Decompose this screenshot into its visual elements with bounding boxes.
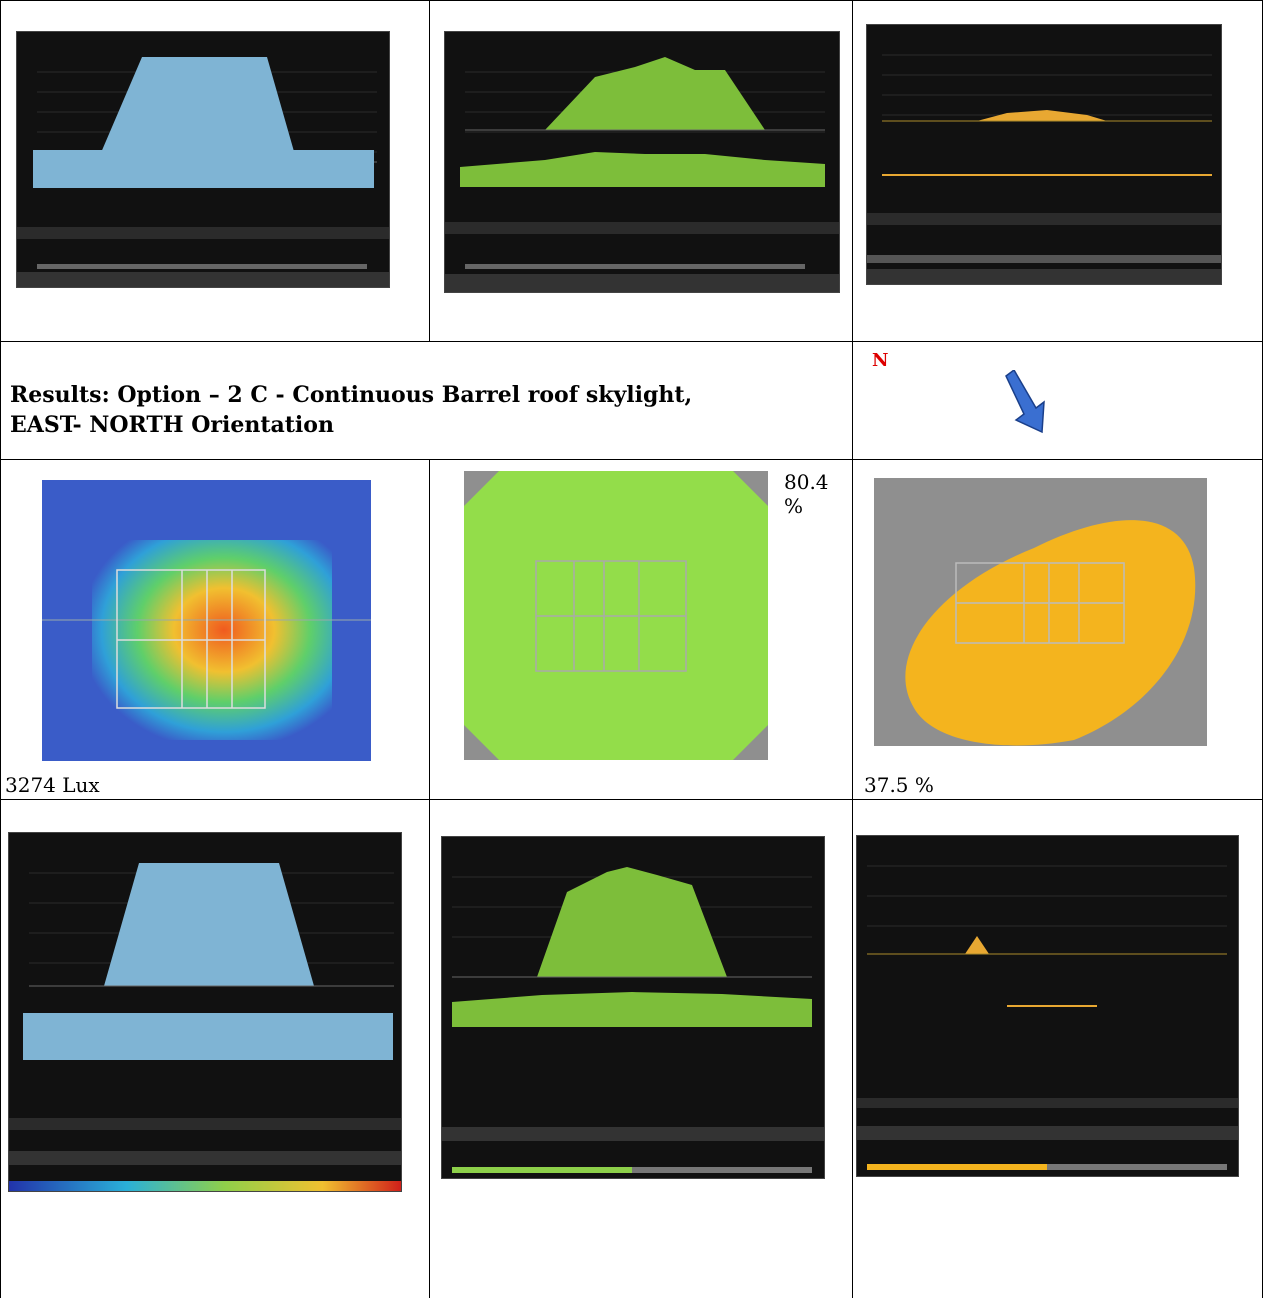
illuminance-value: 3274 Lux — [5, 773, 100, 797]
orange-chart-panel-bottom — [856, 835, 1239, 1177]
useful-daylight-map — [874, 478, 1207, 746]
table-border-top — [0, 0, 1263, 1]
useful-daylight-value: 37.5 % — [864, 773, 934, 797]
illuminance-heatmap — [42, 480, 371, 761]
title-line-2: EAST- NORTH Orientation — [10, 412, 334, 438]
col-divider-1b — [429, 459, 430, 1298]
north-label: N — [872, 350, 889, 371]
blue-chart-panel-bottom — [8, 832, 402, 1192]
row-divider-1 — [0, 341, 1263, 342]
green-chart-panel-top — [444, 31, 840, 293]
row-divider-3 — [0, 799, 1263, 800]
table-border-left — [0, 0, 1, 1298]
row-divider-2 — [0, 459, 1263, 460]
col-divider-2 — [852, 0, 853, 1298]
blue-chart-panel-top — [16, 31, 390, 288]
daylight-autonomy-map — [464, 471, 768, 760]
col-divider-1a — [429, 0, 430, 341]
north-arrow-icon — [1005, 370, 1045, 434]
daylight-autonomy-value: 80.4 % — [784, 470, 829, 518]
title-line-1: Results: Option – 2 C - Continuous Barre… — [10, 382, 693, 408]
section-title: Results: Option – 2 C - Continuous Barre… — [10, 380, 692, 440]
green-chart-panel-bottom — [441, 836, 825, 1179]
orange-chart-panel-top — [866, 24, 1222, 285]
